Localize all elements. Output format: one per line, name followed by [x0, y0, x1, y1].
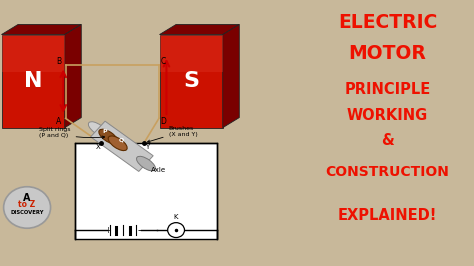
- Text: X: X: [95, 144, 100, 150]
- Text: P: P: [102, 129, 107, 134]
- Text: &: &: [381, 134, 394, 148]
- Text: Axle: Axle: [151, 167, 165, 173]
- Text: Y: Y: [145, 144, 149, 150]
- Text: Brushes
(X and Y): Brushes (X and Y): [147, 126, 197, 143]
- Text: ELECTRIC: ELECTRIC: [338, 13, 437, 32]
- Text: A: A: [23, 193, 31, 203]
- Polygon shape: [223, 24, 239, 128]
- Polygon shape: [160, 35, 223, 128]
- Text: S: S: [183, 71, 199, 91]
- Text: N: N: [24, 71, 42, 91]
- Polygon shape: [65, 24, 81, 128]
- Ellipse shape: [88, 122, 107, 136]
- Text: C: C: [160, 57, 166, 66]
- Text: DISCOVERY: DISCOVERY: [10, 210, 44, 215]
- Bar: [75, 143, 217, 239]
- Circle shape: [4, 187, 51, 228]
- Polygon shape: [91, 121, 153, 171]
- Text: -: -: [138, 225, 141, 235]
- Text: K: K: [173, 214, 178, 221]
- Text: WORKING: WORKING: [347, 108, 428, 123]
- Text: A: A: [56, 117, 61, 126]
- Polygon shape: [1, 24, 81, 35]
- Text: EXPLAINED!: EXPLAINED!: [338, 208, 437, 223]
- Text: B: B: [56, 57, 61, 66]
- Text: Split rings
(P and Q): Split rings (P and Q): [39, 127, 105, 139]
- Polygon shape: [1, 35, 65, 128]
- Text: to Z: to Z: [18, 200, 36, 209]
- Text: PRINCIPLE: PRINCIPLE: [345, 82, 430, 97]
- Text: Q: Q: [118, 137, 124, 142]
- Polygon shape: [1, 35, 65, 72]
- Text: D: D: [160, 117, 166, 126]
- Text: +: +: [104, 226, 111, 235]
- Ellipse shape: [108, 136, 127, 151]
- Circle shape: [168, 223, 184, 238]
- Polygon shape: [160, 35, 223, 72]
- Text: MOTOR: MOTOR: [348, 44, 427, 63]
- Ellipse shape: [99, 129, 118, 144]
- Ellipse shape: [137, 156, 155, 171]
- Text: CONSTRUCTION: CONSTRUCTION: [326, 165, 449, 178]
- Polygon shape: [160, 24, 239, 35]
